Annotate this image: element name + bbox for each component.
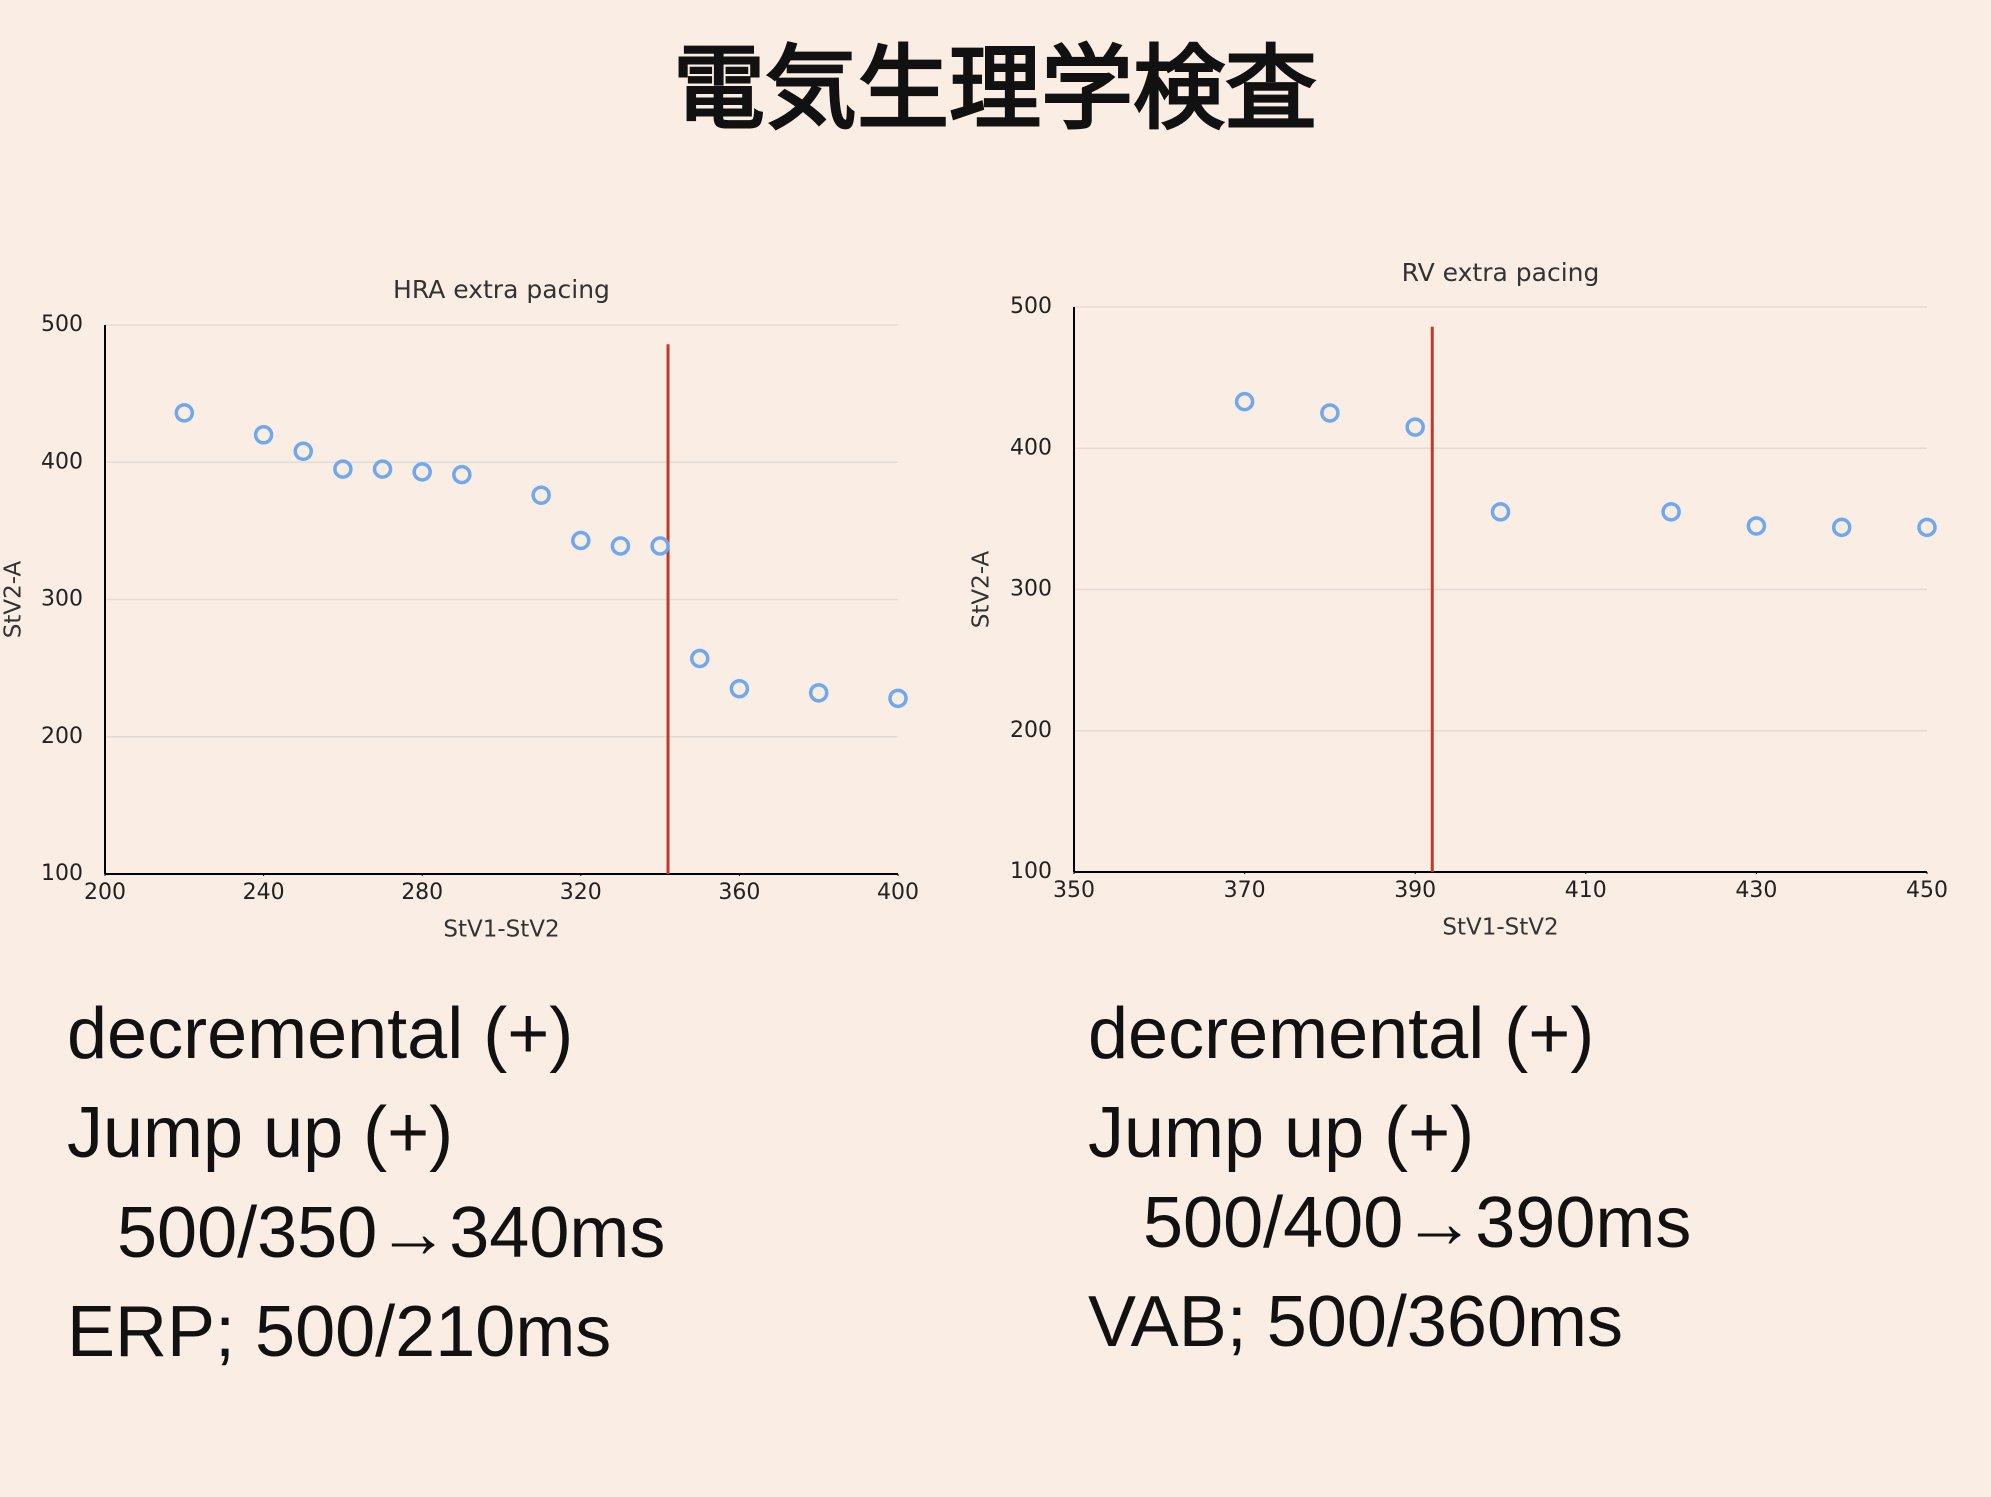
note-line: ERP; 500/210ms xyxy=(67,1292,611,1372)
note-line: decremental (+) xyxy=(1088,994,1594,1074)
y-tick-label: 300 xyxy=(1010,577,1052,602)
y-tick-label: 400 xyxy=(1010,435,1052,460)
x-tick-label: 400 xyxy=(877,880,919,905)
slide-title: 電気生理学検査 xyxy=(673,35,1317,142)
data-point xyxy=(1746,516,1767,536)
data-point xyxy=(650,536,670,556)
y-axis-label: StV2-A xyxy=(969,550,995,628)
data-point xyxy=(1831,517,1852,538)
x-tick-label: 350 xyxy=(1053,878,1095,903)
note-line: decremental (+) xyxy=(67,994,573,1074)
data-point xyxy=(1234,391,1255,412)
x-tick-label: 410 xyxy=(1565,878,1607,903)
note-line: 500/400→390ms xyxy=(1143,1183,1691,1263)
note-line: 500/350→340ms xyxy=(117,1193,665,1273)
data-point xyxy=(690,648,710,669)
x-tick-label: 320 xyxy=(560,880,602,905)
x-tick-label: 390 xyxy=(1394,878,1436,903)
x-tick-label: 450 xyxy=(1906,878,1948,903)
data-point xyxy=(1661,502,1681,522)
y-tick-label: 200 xyxy=(1010,718,1052,743)
y-tick-label: 300 xyxy=(41,587,83,612)
data-point xyxy=(412,462,432,482)
chart-title: RV extra pacing xyxy=(1402,258,1600,287)
data-point xyxy=(1490,502,1511,522)
note-line: Jump up (+) xyxy=(67,1093,453,1173)
note-line: Jump up (+) xyxy=(1088,1093,1474,1173)
data-point xyxy=(729,678,750,699)
x-tick-label: 360 xyxy=(718,880,760,905)
data-point xyxy=(1320,403,1340,423)
data-point xyxy=(1917,517,1937,538)
note-line: VAB; 500/360ms xyxy=(1088,1282,1623,1362)
y-tick-label: 100 xyxy=(41,861,83,886)
chart-title: HRA extra pacing xyxy=(393,275,610,304)
data-point xyxy=(531,485,551,505)
data-point xyxy=(174,403,195,423)
y-tick-label: 400 xyxy=(41,449,83,474)
data-point xyxy=(610,536,631,556)
x-tick-label: 200 xyxy=(84,880,126,905)
data-point xyxy=(333,459,353,479)
y-tick-label: 100 xyxy=(1010,859,1052,884)
data-point xyxy=(571,530,591,551)
x-tick-label: 240 xyxy=(243,880,285,905)
x-axis-label: StV1-StV2 xyxy=(1442,915,1558,941)
x-tick-label: 430 xyxy=(1735,878,1777,903)
data-point xyxy=(888,688,908,709)
data-point xyxy=(372,459,393,479)
y-tick-label: 500 xyxy=(41,312,83,337)
x-axis-label: StV1-StV2 xyxy=(443,917,559,943)
x-tick-label: 370 xyxy=(1224,878,1266,903)
x-tick-label: 280 xyxy=(401,880,443,905)
y-axis-label: StV2-A xyxy=(1,560,27,638)
data-point xyxy=(1405,417,1425,437)
data-point xyxy=(293,441,313,462)
data-point xyxy=(253,425,274,445)
data-point xyxy=(808,683,829,703)
y-tick-label: 500 xyxy=(1010,294,1052,319)
y-tick-label: 200 xyxy=(41,724,83,749)
data-point xyxy=(452,464,472,485)
